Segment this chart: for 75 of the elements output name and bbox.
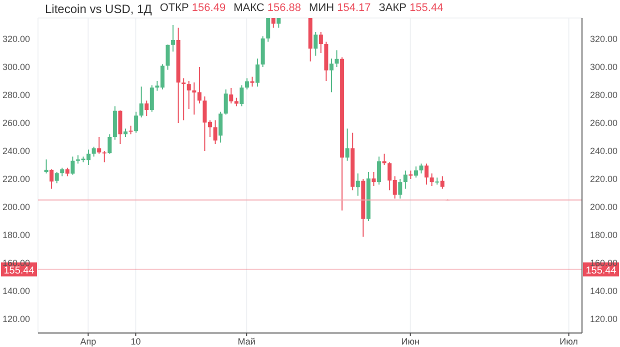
candlestick [276, 18, 281, 28]
candlestick [314, 32, 318, 56]
x-tick-label: Май [238, 336, 256, 346]
text: 155.44 [586, 265, 616, 276]
candlestick [398, 178, 402, 200]
text: МАКС 156.88 [234, 2, 302, 14]
y-tick-label: 300.00 [2, 62, 30, 72]
text: ОТКР 156.49 [160, 2, 226, 14]
candlestick [108, 134, 112, 154]
candlestick [97, 136, 102, 154]
candlestick [356, 172, 360, 196]
candlestick [440, 176, 444, 190]
candlestick [403, 170, 408, 190]
y2-tick-label: 220.00 [590, 174, 618, 184]
candlestick [240, 84, 244, 107]
text: МИН 154.17 [309, 2, 371, 14]
candlestick [70, 156, 75, 176]
x-tick-label: Июл [560, 336, 578, 346]
candlestick [171, 24, 176, 52]
chart-title: Litecoin vs USD, 1Д [45, 2, 152, 16]
candlestick [166, 44, 170, 70]
y2-tick-label: 120.00 [590, 314, 618, 324]
candlestick [424, 163, 429, 186]
y-tick-label: 220.00 [2, 174, 30, 184]
y2-tick-label: 300.00 [590, 62, 618, 72]
candlestick [134, 111, 138, 134]
y2-tick-label: 320.00 [590, 34, 618, 44]
y-tick-label: 140.00 [2, 286, 30, 296]
candlestick [266, 18, 270, 42]
y-tick-label: 120.00 [2, 314, 30, 324]
x-tick-label: Июн [401, 336, 420, 346]
candlestick [50, 168, 54, 190]
x-tick-label: Апр [80, 336, 96, 346]
candlestick [102, 150, 106, 163]
y2-tick-label: 240.00 [590, 146, 618, 156]
candlestick [213, 120, 218, 144]
y-tick-label: 200.00 [2, 202, 30, 212]
candlestick [382, 153, 386, 166]
candlestick [377, 156, 382, 186]
candlestick [334, 50, 339, 68]
text: ЗАКР 155.44 [378, 2, 444, 14]
candlestick [44, 158, 48, 174]
candlestick [118, 110, 122, 144]
candlestick [318, 32, 323, 54]
candlestick [372, 172, 376, 186]
candlestick [256, 58, 260, 88]
candlestick [186, 80, 191, 110]
y-tick-label: 180.00 [2, 230, 30, 240]
candlestick [150, 84, 154, 112]
candlestick [92, 146, 96, 158]
ref-line-label: 155.44 [4, 265, 35, 276]
candlestick [244, 78, 249, 90]
candlestick [345, 128, 350, 162]
y2-tick-label: 260.00 [590, 118, 618, 128]
candlestick [139, 86, 144, 118]
candlestick [224, 88, 228, 116]
candlestick [144, 100, 149, 116]
candlestick [54, 172, 59, 184]
y-tick-label: 240.00 [2, 146, 30, 156]
candlestick [271, 18, 276, 28]
candlestick [430, 172, 434, 186]
y2-tick-label: 280.00 [590, 90, 618, 100]
y2-tick-label: 180.00 [590, 230, 618, 240]
y2-tick-label: 200.00 [590, 202, 618, 212]
candlestick [414, 166, 418, 178]
candlestick [419, 163, 424, 174]
candlestick [250, 76, 254, 88]
x-tick-label: 10 [130, 336, 141, 346]
y-tick-label: 280.00 [2, 90, 30, 100]
candlestick [182, 78, 186, 121]
y-tick-label: 320.00 [2, 34, 30, 44]
candlestick [218, 111, 223, 144]
candlestick [329, 58, 334, 93]
y2-tick-label: 140.00 [590, 286, 618, 296]
y-tick-label: 260.00 [2, 118, 30, 128]
